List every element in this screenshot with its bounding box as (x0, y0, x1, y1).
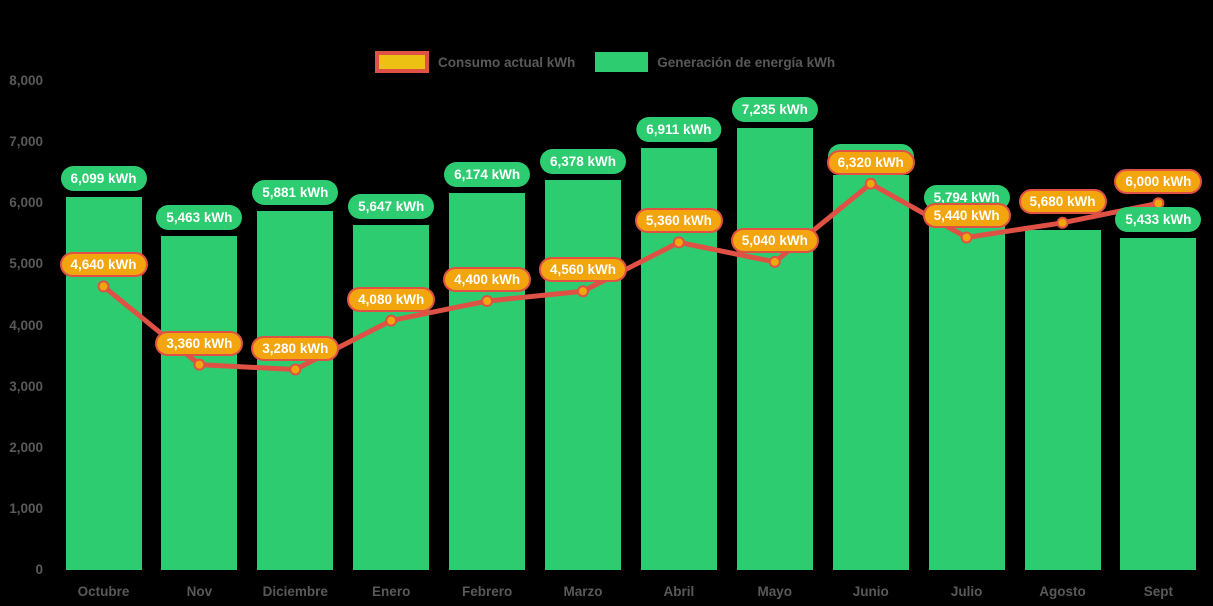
y-tick-label: 3,000 (9, 378, 43, 394)
consumption-value-pill: 6,320 kWh (826, 149, 915, 175)
consumption-marker (768, 255, 781, 268)
generation-value-pill: 6,099 kWh (60, 166, 147, 192)
consumption-marker (481, 295, 494, 308)
consumption-marker (1056, 216, 1069, 229)
x-tick-label-febrero: Febrero (461, 584, 513, 599)
legend-item-generacion[interactable]: Generación de energía kWh (595, 52, 835, 72)
consumption-value-pill: 5,040 kWh (730, 227, 819, 253)
consumption-value-pill: 4,560 kWh (538, 257, 628, 283)
y-tick-label: 8,000 (9, 73, 43, 88)
y-tick-label: 6,000 (9, 195, 43, 211)
x-tick-label-octubre: Octubre (77, 584, 130, 599)
consumption-value-pill: 5,360 kWh (634, 208, 723, 234)
consumption-value-pill: 3,280 kWh (251, 335, 340, 361)
consumption-marker (289, 363, 302, 376)
y-tick-label: 2,000 (9, 439, 43, 455)
consumption-line (101, 181, 1161, 373)
x-tick-label-nov: Nov (186, 584, 213, 599)
legend-item-consumo[interactable]: Consumo actual kWh (375, 51, 575, 73)
y-tick-label: 1,000 (9, 500, 43, 516)
consumption-marker (385, 314, 398, 327)
x-tick-label-junio: Junio (852, 584, 889, 599)
consumption-value-pill: 5,680 kWh (1018, 188, 1107, 214)
generation-value-pill: 7,235 kWh (731, 96, 818, 122)
generation-value-pill: 5,463 kWh (156, 205, 243, 231)
generation-value-pill: 5,433 kWh (1115, 206, 1202, 232)
x-tick-label-abril: Abril (663, 584, 695, 599)
y-tick-label: 4,000 (9, 317, 43, 333)
x-tick-label-julio: Julio (950, 584, 983, 599)
consumption-value-pill: 3,360 kWh (155, 330, 244, 356)
x-tick-label-sept: Sept (1143, 584, 1174, 599)
consumption-value-pill: 4,640 kWh (59, 252, 148, 278)
consumption-value-pill: 5,440 kWh (922, 203, 1011, 229)
consumption-value-pill: 4,400 kWh (443, 267, 532, 293)
bar-sept (1120, 237, 1197, 570)
generacion-swatch-icon (595, 52, 649, 72)
x-tick-label-mayo: Mayo (757, 584, 793, 599)
legend-label-generacion: Generación de energía kWh (657, 54, 836, 70)
consumption-marker (97, 280, 110, 293)
bar-julio (928, 215, 1005, 570)
legend-label-consumo: Consumo actual kWh (438, 54, 576, 70)
consumption-value-pill: 6,000 kWh (1114, 169, 1203, 195)
bar-diciembre (257, 210, 334, 570)
bar-junio (832, 175, 909, 570)
consumption-value-pill: 4,080 kWh (347, 286, 436, 312)
generation-value-pill: 5,881 kWh (252, 179, 339, 205)
x-tick-label-enero: Enero (372, 584, 411, 599)
consumption-marker (672, 236, 685, 249)
consumption-marker (960, 231, 973, 244)
bar-febrero (449, 192, 526, 570)
y-tick-label: 5,000 (9, 256, 43, 272)
consumption-marker (864, 177, 877, 190)
bar-agosto (1024, 230, 1101, 570)
y-tick-label: 0 (35, 562, 43, 577)
consumo-swatch-icon (375, 51, 429, 73)
bar-nov (161, 236, 238, 570)
generation-value-pill: 6,911 kWh (636, 116, 722, 142)
consumption-marker (193, 358, 206, 371)
chart-legend: Consumo actual kWh Generación de energía… (375, 51, 835, 73)
x-tick-label-marzo: Marzo (563, 584, 603, 599)
generation-value-pill: 6,174 kWh (444, 161, 531, 187)
bar-enero (353, 224, 430, 570)
x-tick-label-agosto: Agosto (1039, 584, 1086, 599)
bar-marzo (545, 180, 621, 570)
generation-value-pill: 5,647 kWh (348, 193, 435, 219)
consumption-marker (577, 285, 589, 298)
x-tick-label-diciembre: Diciembre (262, 584, 328, 599)
generation-value-pill: 6,378 kWh (539, 149, 627, 175)
y-tick-label: 7,000 (9, 134, 43, 150)
bar-mayo (736, 127, 813, 570)
